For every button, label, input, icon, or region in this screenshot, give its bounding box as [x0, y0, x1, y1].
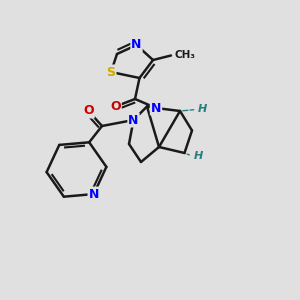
Text: O: O — [110, 100, 121, 113]
Text: H: H — [198, 104, 207, 115]
Text: CH₃: CH₃ — [175, 50, 196, 60]
Text: S: S — [106, 65, 116, 79]
Text: N: N — [128, 113, 139, 127]
Text: H: H — [194, 151, 203, 161]
Text: N: N — [151, 101, 161, 115]
Text: O: O — [83, 104, 94, 118]
Text: N: N — [88, 188, 99, 201]
Text: N: N — [131, 38, 142, 52]
